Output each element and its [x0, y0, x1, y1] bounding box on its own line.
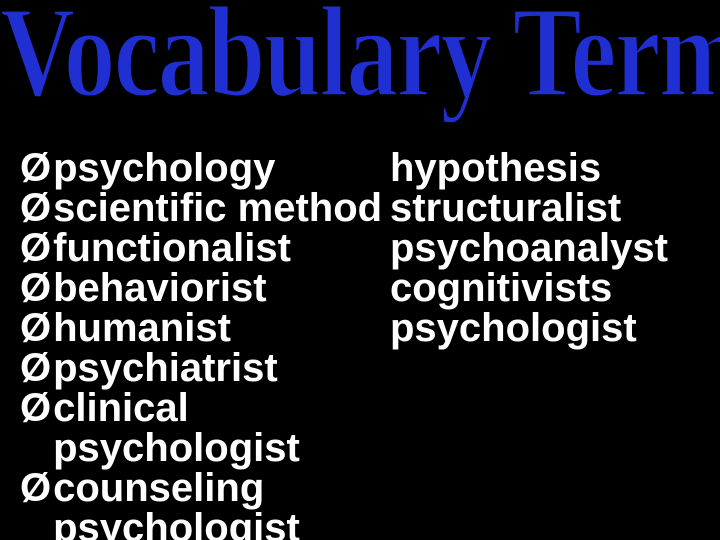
list-row: Ø scientific method structuralist: [20, 188, 700, 228]
list-row: Ø clinical psychologist: [20, 388, 700, 468]
term-left: counseling psychologist: [53, 468, 390, 540]
term-right: structuralist: [390, 188, 621, 228]
bullet-icon: Ø: [20, 388, 51, 428]
list-row: Ø functionalist psychoanalyst: [20, 228, 700, 268]
bullet-icon: Ø: [20, 268, 51, 308]
term-left: clinical psychologist: [53, 388, 390, 468]
term-right: hypothesis: [390, 148, 601, 188]
term-left: psychiatrist: [53, 348, 278, 388]
list-row: Ø behaviorist cognitivists: [20, 268, 700, 308]
bullet-icon: Ø: [20, 308, 51, 348]
list-left-cell: Ø scientific method: [20, 188, 390, 228]
list-left-cell: Ø functionalist: [20, 228, 390, 268]
slide-title: Vocabulary Terms: [0, 0, 720, 127]
list-row: Ø psychiatrist: [20, 348, 700, 388]
bullet-icon: Ø: [20, 188, 51, 228]
list-left-cell: Ø psychology: [20, 148, 390, 188]
list-left-cell: Ø humanist: [20, 308, 390, 348]
term-left: humanist: [53, 308, 231, 348]
bullet-icon: Ø: [20, 348, 51, 388]
term-left: functionalist: [53, 228, 291, 268]
term-left: scientific method: [53, 188, 382, 228]
list-left-cell: Ø psychiatrist: [20, 348, 390, 388]
bullet-icon: Ø: [20, 468, 51, 508]
list-left-cell: Ø clinical psychologist: [20, 388, 390, 468]
list-row: Ø counseling psychologist: [20, 468, 700, 540]
term-right: cognitivists: [390, 268, 612, 308]
term-right: psychologist: [390, 308, 637, 348]
list-left-cell: Ø behaviorist: [20, 268, 390, 308]
term-left: behaviorist: [53, 268, 266, 308]
bullet-icon: Ø: [20, 228, 51, 268]
term-right: psychoanalyst: [390, 228, 668, 268]
vocab-list: Ø psychology hypothesis Ø scientific met…: [20, 148, 700, 540]
bullet-icon: Ø: [20, 148, 51, 188]
list-row: Ø humanist psychologist: [20, 308, 700, 348]
list-left-cell: Ø counseling psychologist: [20, 468, 390, 540]
list-row: Ø psychology hypothesis: [20, 148, 700, 188]
slide: Vocabulary Terms Ø psychology hypothesis…: [0, 0, 720, 540]
term-left: psychology: [53, 148, 275, 188]
